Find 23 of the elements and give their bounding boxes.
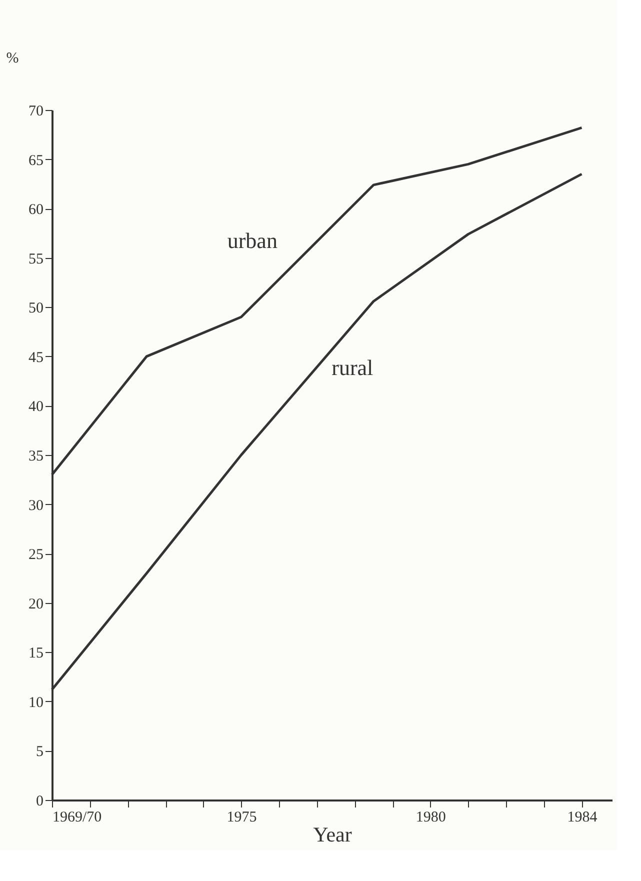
y-tick-label: 30 (28, 498, 44, 514)
x-tick-label: 1969/70 (52, 810, 102, 826)
x-tick-label: 1975 (226, 810, 257, 826)
y-tick-label: 70 (28, 104, 44, 120)
y-tick-label: 35 (28, 448, 44, 464)
series-label: urban (227, 228, 278, 253)
y-tick-label: 0 (36, 794, 44, 810)
x-tick-label: 1984 (567, 810, 598, 826)
y-tick-label: 20 (28, 596, 44, 612)
y-tick-label: 40 (28, 399, 44, 416)
y-tick-label: 50 (28, 300, 44, 317)
y-tick-label: 15 (28, 646, 44, 662)
x-tick-label: 1980 (416, 810, 446, 826)
y-axis-title: % (6, 50, 19, 66)
y-tick-label: 45 (28, 350, 44, 366)
y-tick-label: 65 (28, 152, 44, 169)
y-tick-label: 25 (28, 547, 44, 564)
x-axis-title: Year (313, 822, 352, 846)
y-tick-label: 5 (36, 744, 44, 760)
series-label: rural (332, 355, 374, 380)
y-tick-label: 10 (28, 694, 44, 711)
y-tick-label: 60 (28, 202, 44, 218)
y-tick-label: 55 (28, 251, 44, 268)
